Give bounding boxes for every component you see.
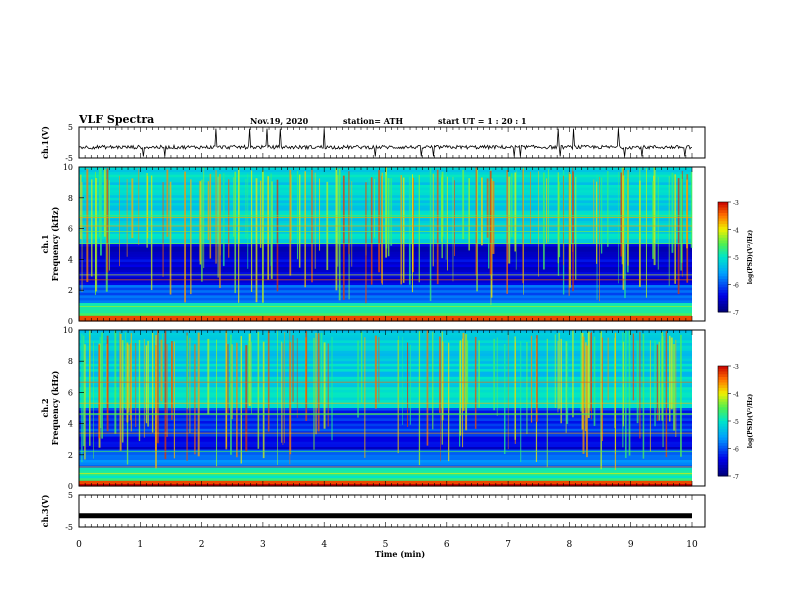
y-tick-label: 10: [63, 326, 73, 335]
start-time-label: start UT = 1 : 20 : 1: [438, 116, 527, 126]
x-tick-label: 4: [321, 540, 327, 550]
ch1-spectrogram-ylabel: ch.1: [40, 234, 50, 253]
y-tick-label: 0: [68, 482, 73, 491]
ch1-trace: [78, 128, 693, 157]
x-tick-label: 7: [505, 540, 511, 550]
ch1-spectrogram: [79, 167, 693, 322]
x-tick-label: 2: [199, 540, 205, 550]
colorbar-tick-label: -5: [733, 255, 739, 262]
x-tick-label: 10: [686, 540, 698, 550]
colorbar-tick-label: -3: [733, 200, 739, 207]
ch2-colorbar: [717, 365, 731, 477]
y-tick-label: 6: [68, 388, 73, 397]
y-tick-label: 5: [68, 123, 73, 132]
x-tick-label: 8: [567, 540, 573, 550]
y-tick-label: 6: [68, 225, 73, 234]
chart-title: VLF Spectra: [79, 113, 155, 126]
ch1-frequency-label: Frequency (kHz): [50, 206, 60, 281]
panel-frame: [78, 494, 706, 528]
y-tick-label: 4: [68, 420, 73, 429]
colorbar-label: log(PSD)(V²/Hz): [747, 394, 754, 449]
x-tick-label: 5: [383, 540, 389, 550]
colorbar-tick-label: -4: [733, 392, 739, 399]
y-tick-label: 10: [63, 163, 73, 172]
panel-frame: [78, 166, 706, 322]
ch1-colorbar: [717, 201, 731, 313]
station-label: station= ATH: [343, 116, 404, 126]
colorbar-tick-label: -5: [733, 419, 739, 426]
x-axis-label: Time (min): [375, 549, 425, 559]
ch2-frequency-label: Frequency (kHz): [50, 370, 60, 445]
panel-frame: [78, 329, 706, 487]
date-label: Nov.19, 2020: [250, 116, 309, 126]
colorbar-label: log(PSD)(V²/Hz): [747, 230, 754, 285]
y-tick-label: 8: [68, 357, 73, 366]
ch2-spectrogram-ylabel: ch.2: [40, 398, 50, 417]
colorbar-tick-label: -4: [733, 228, 739, 235]
ch1-waveform-ylabel: ch.1(V): [40, 126, 50, 159]
colorbar-tick-label: -6: [733, 283, 739, 290]
y-tick-label: 8: [68, 194, 73, 203]
colorbar-tick-label: -3: [733, 364, 739, 371]
y-tick-label: 2: [68, 286, 73, 295]
y-tick-label: 2: [68, 451, 73, 460]
ch3-waveform-ylabel: ch.3(V): [40, 494, 50, 527]
y-tick-label: 5: [68, 491, 73, 500]
y-tick-label: -5: [65, 154, 73, 163]
y-tick-label: 0: [68, 317, 73, 326]
ch2-spectrogram: [79, 330, 692, 487]
x-tick-label: 0: [76, 540, 82, 550]
y-tick-label: -5: [65, 523, 73, 532]
colorbar-tick-label: -7: [733, 474, 739, 481]
x-tick-label: 1: [137, 540, 143, 550]
x-tick-label: 6: [444, 540, 450, 550]
colorbar-tick-label: -7: [733, 310, 739, 317]
y-tick-label: 4: [68, 255, 73, 264]
x-tick-label: 3: [260, 540, 266, 550]
colorbar-tick-label: -6: [733, 447, 739, 454]
x-tick-label: 9: [628, 540, 634, 550]
panel-frame: [78, 126, 706, 159]
